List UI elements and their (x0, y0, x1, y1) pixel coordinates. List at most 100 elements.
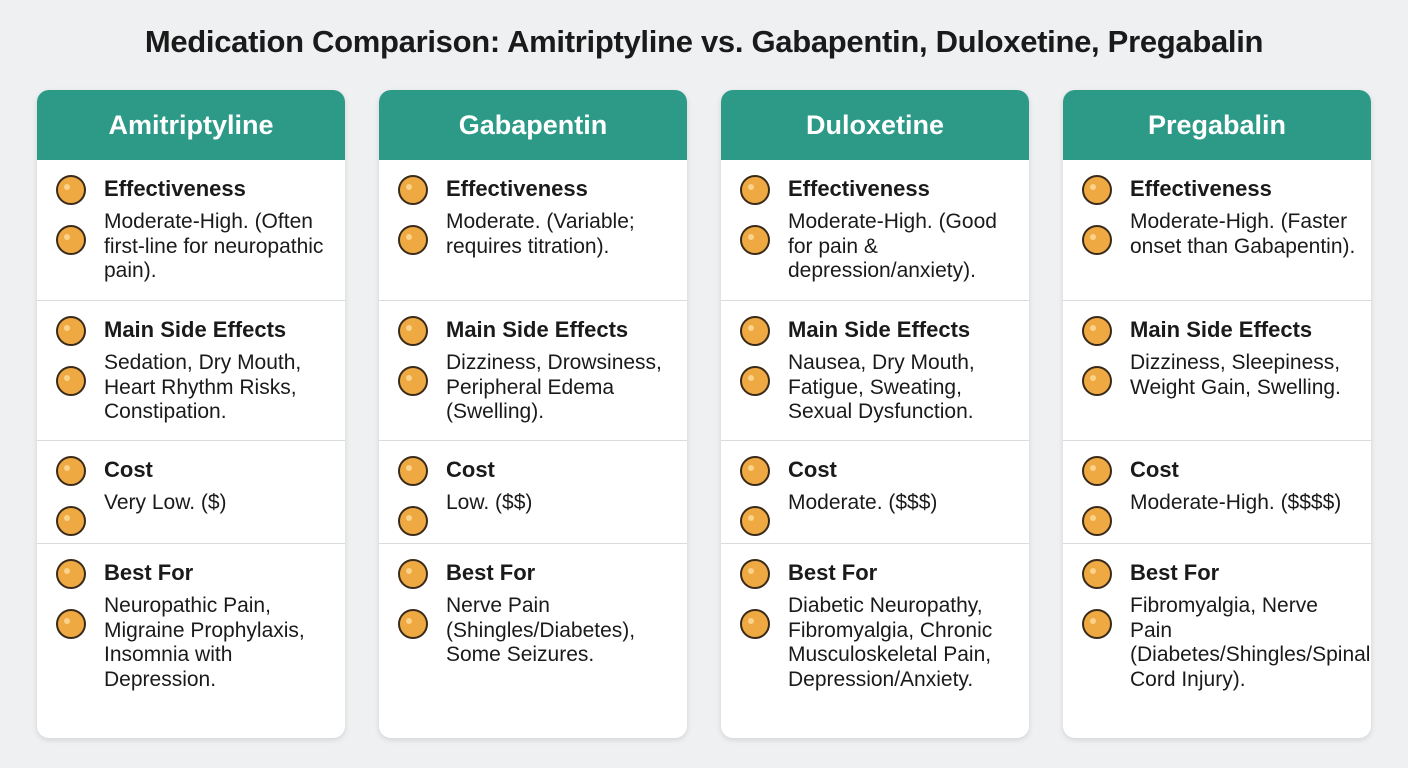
icon-graphic (1082, 175, 1112, 205)
icon (737, 222, 773, 263)
icon (1079, 606, 1115, 647)
section-text: Diabetic Neuropathy, Fibromyalgia, Chron… (788, 594, 993, 691)
icon (53, 556, 89, 597)
section-label: Main Side Effects (1130, 317, 1313, 342)
section-text: Neuropathic Pain, Migraine Prophylaxis, … (104, 594, 305, 691)
section: Cost Low. ($$) (379, 440, 687, 544)
section-label: Effectiveness (104, 176, 246, 201)
card: Amitriptyline Effectiveness Moderate-High.… (37, 90, 345, 738)
icon-graphic (1082, 609, 1112, 639)
icon-graphic (56, 175, 86, 205)
section-label: Main Side Effects (446, 317, 629, 342)
icon (53, 453, 89, 494)
icon-graphic (740, 506, 770, 536)
section-text: Low. ($$) (446, 491, 533, 514)
section-text: Very Low. ($) (104, 491, 227, 514)
section-label: Effectiveness (446, 176, 588, 201)
section-text: Dizziness, Drowsiness, Peripheral Edema … (446, 351, 662, 423)
icon (737, 172, 773, 213)
icon-graphic (740, 316, 770, 346)
section: Cost Moderate-High. ($$$$) (1063, 440, 1371, 544)
section-text: Nausea, Dry Mouth, Fatigue, Sweating, Se… (788, 351, 975, 423)
card: Duloxetine Effectiveness Moderate-High. (G… (721, 90, 1029, 738)
section: Effectiveness Moderate-High. (Faster onse… (1063, 160, 1371, 300)
icon (53, 606, 89, 647)
icon (1079, 313, 1115, 354)
icon-graphic (1082, 366, 1112, 396)
icon-graphic (1082, 559, 1112, 589)
section-label: Main Side Effects (104, 317, 287, 342)
section-label: Best For (446, 560, 536, 585)
card: Pregabalin Effectiveness Moderate-High. (F… (1063, 90, 1371, 738)
icon (395, 172, 431, 213)
icon (1079, 503, 1115, 544)
section: Best For Neuropathic Pain, Migraine Proph… (37, 543, 345, 738)
icon (53, 313, 89, 354)
icon-graphic (1082, 225, 1112, 255)
icon (395, 556, 431, 597)
icon (737, 313, 773, 354)
section-text: Moderate. ($$$) (788, 491, 938, 514)
icon (1079, 453, 1115, 494)
section-label: Best For (788, 560, 878, 585)
icon-graphic (56, 366, 86, 396)
section-label: Best For (1130, 560, 1220, 585)
section: Main Side Effects Nausea, Dry Mouth, Fati… (721, 300, 1029, 441)
section-label: Cost (788, 457, 837, 482)
icon (53, 503, 89, 544)
icon (395, 606, 431, 647)
section: Effectiveness Moderate-High. (Often first… (37, 160, 345, 300)
section-label: Cost (446, 457, 495, 482)
icon-graphic (56, 609, 86, 639)
section-label: Cost (104, 457, 153, 482)
icon-graphic (1082, 316, 1112, 346)
section: Effectiveness Moderate. (Variable; requir… (379, 160, 687, 300)
icon-graphic (740, 175, 770, 205)
icon-graphic (398, 175, 428, 205)
section: Cost Very Low. ($) (37, 440, 345, 544)
section-text: Moderate-High. ($$$$) (1130, 491, 1342, 514)
icon-graphic (56, 316, 86, 346)
icon (395, 222, 431, 263)
section-label: Effectiveness (788, 176, 930, 201)
icon (737, 556, 773, 597)
page-title: Medication Comparison: Amitriptyline vs.… (144, 24, 1264, 59)
icon-graphic (740, 559, 770, 589)
icon (395, 313, 431, 354)
icon-graphic (398, 506, 428, 536)
section-text: Nerve Pain (Shingles/Diabetes), Some Sei… (446, 594, 636, 666)
icon (737, 606, 773, 647)
section: Main Side Effects Sedation, Dry Mouth, He… (37, 300, 345, 441)
section-text: Fibromyalgia, Nerve Pain (Diabetes/Shing… (1130, 594, 1371, 691)
icon-graphic (1082, 506, 1112, 536)
section: Cost Moderate. ($$$) (721, 440, 1029, 544)
icon (1079, 556, 1115, 597)
icon (53, 172, 89, 213)
section-text: Moderate-High. (Good for pain & depressi… (788, 210, 997, 282)
section-text: Moderate-High. (Often first-line for neu… (104, 210, 324, 282)
icon-graphic (398, 316, 428, 346)
icon-graphic (398, 225, 428, 255)
card-header: Pregabalin (1063, 90, 1371, 160)
icon (395, 503, 431, 544)
icon (1079, 222, 1115, 263)
icon (395, 363, 431, 404)
icon-graphic (398, 609, 428, 639)
section: Main Side Effects Dizziness, Drowsiness, … (379, 300, 687, 441)
section: Best For Nerve Pain (Shingles/Diabetes), … (379, 543, 687, 738)
icon-graphic (1082, 456, 1112, 486)
icon-graphic (740, 456, 770, 486)
section-text: Moderate-High. (Faster onset than Gabape… (1130, 210, 1356, 258)
icon-graphic (56, 559, 86, 589)
card-header: Gabapentin (379, 90, 687, 160)
icon (395, 453, 431, 494)
icon-graphic (56, 456, 86, 486)
section: Best For Fibromyalgia, Nerve Pain (Diabet… (1063, 543, 1371, 738)
section-text: Sedation, Dry Mouth, Heart Rhythm Risks,… (104, 351, 302, 423)
icon-graphic (398, 559, 428, 589)
icon (1079, 172, 1115, 213)
section-label: Cost (1130, 457, 1179, 482)
icon (737, 503, 773, 544)
section-text: Moderate. (Variable; requires titration)… (446, 210, 635, 258)
